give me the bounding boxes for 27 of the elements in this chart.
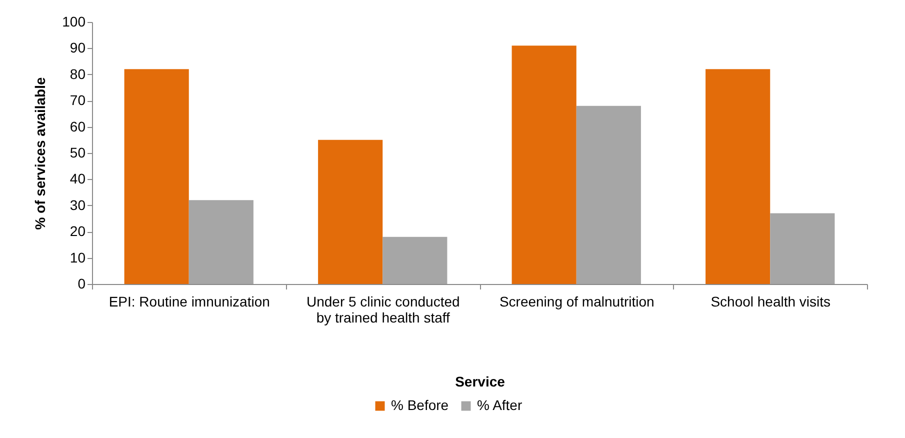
- y-tick-label: 50: [70, 144, 86, 160]
- y-tick-label: 90: [70, 40, 86, 56]
- y-tick-label: 20: [70, 223, 86, 240]
- x-tick-label: Under 5 clinic conducted by trained health staff: [306, 294, 460, 326]
- bar: [512, 46, 576, 284]
- y-tick-label: 60: [70, 118, 86, 134]
- legend-label: % After: [477, 397, 522, 413]
- bar: [382, 236, 448, 284]
- y-tick-label: 30: [70, 196, 86, 213]
- x-tick-label: EPI: Routine imnunization: [108, 294, 270, 310]
- bar: [706, 69, 770, 284]
- y-tick-label: 70: [70, 92, 86, 108]
- bar: [576, 106, 641, 284]
- bar: [124, 69, 189, 284]
- bar: [318, 140, 383, 284]
- y-tick-label: 10: [70, 249, 86, 266]
- y-tick-label: 100: [62, 14, 86, 30]
- x-axis-title: Service: [455, 374, 506, 390]
- x-tick-label: Screening of malnutrition: [499, 294, 654, 310]
- bar: [188, 200, 254, 284]
- legend-label: % Before: [391, 397, 449, 413]
- x-tick-label: School health visits: [710, 294, 831, 310]
- bar: [770, 213, 835, 284]
- y-tick-label: 40: [70, 170, 86, 187]
- y-tick-label: 0: [78, 276, 86, 292]
- y-tick-label: 80: [70, 66, 86, 82]
- y-axis-title: % of services available: [32, 77, 48, 230]
